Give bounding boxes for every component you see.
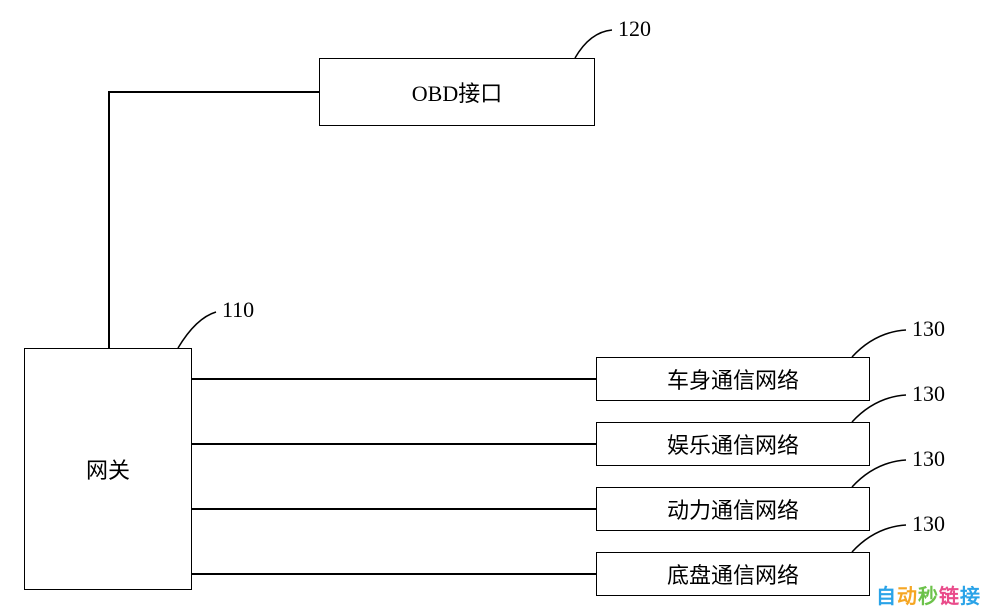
- ref-net4: 130: [912, 511, 945, 537]
- edge-gateway-net3: [192, 508, 596, 510]
- node-net3-label: 动力通信网络: [667, 493, 799, 525]
- node-net1: 车身通信网络: [596, 357, 870, 401]
- ref-net1: 130: [912, 316, 945, 342]
- node-obd-label: OBD接口: [412, 76, 502, 108]
- node-net4: 底盘通信网络: [596, 552, 870, 596]
- node-gateway-label: 网关: [86, 453, 130, 485]
- watermark-char-5: 接: [960, 586, 981, 608]
- node-net2: 娱乐通信网络: [596, 422, 870, 466]
- edge-gateway-obd-v: [108, 92, 110, 348]
- edge-gateway-net1: [192, 378, 596, 380]
- ref-net3: 130: [912, 446, 945, 472]
- edge-gateway-net2: [192, 443, 596, 445]
- watermark-char-4: 链: [939, 586, 960, 608]
- ref-obd: 120: [618, 16, 651, 42]
- watermark-char-3: 秒: [918, 586, 939, 608]
- node-net2-label: 娱乐通信网络: [667, 428, 799, 460]
- node-obd: OBD接口: [319, 58, 595, 126]
- edge-gateway-obd-h: [108, 91, 319, 93]
- node-net1-label: 车身通信网络: [667, 363, 799, 395]
- node-gateway: 网关: [24, 348, 192, 590]
- node-net3: 动力通信网络: [596, 487, 870, 531]
- watermark-char-2: 动: [897, 586, 918, 608]
- ref-net2: 130: [912, 381, 945, 407]
- ref-gateway: 110: [222, 297, 254, 323]
- edge-gateway-net4: [192, 573, 596, 575]
- node-net4-label: 底盘通信网络: [667, 558, 799, 590]
- watermark: 自动秒链接: [876, 580, 981, 609]
- watermark-char-1: 自: [876, 586, 897, 608]
